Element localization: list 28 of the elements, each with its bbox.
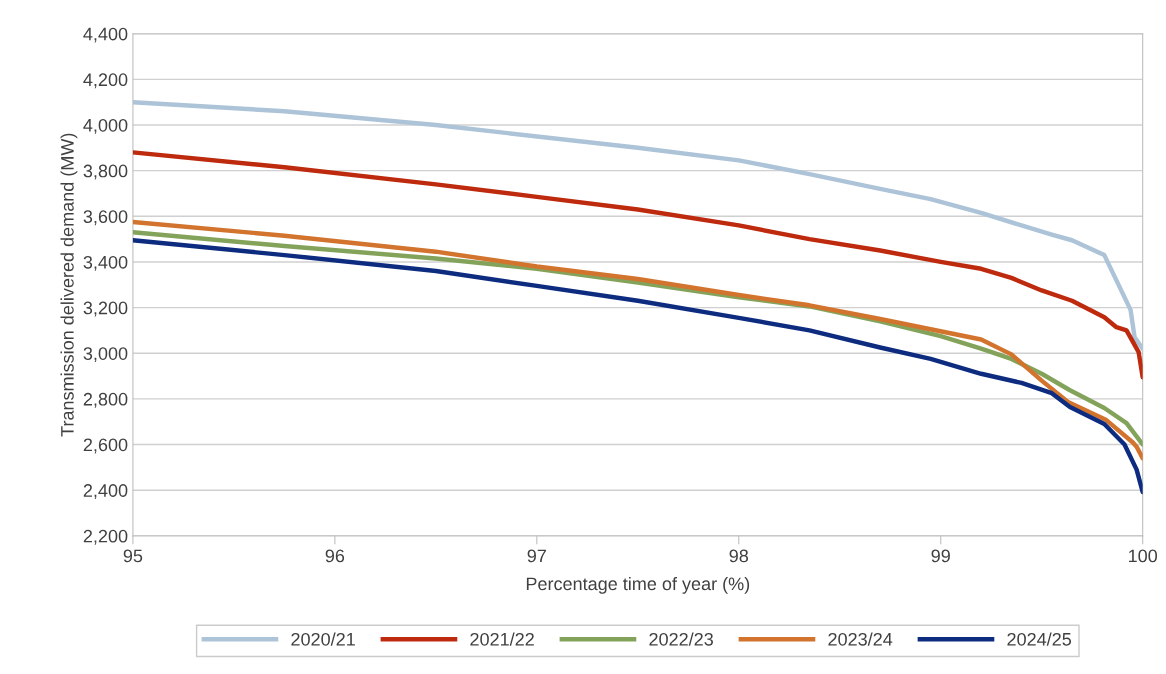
y-tick-label: 4,400 xyxy=(83,27,128,43)
x-tick-label: 95 xyxy=(123,549,143,563)
x-tick-label: 100 xyxy=(1129,549,1158,563)
legend-label: 2021/22 xyxy=(470,632,534,646)
x-tick-label: 98 xyxy=(729,549,749,563)
y-axis-title: Transmission delivered demand (MW) xyxy=(60,133,78,437)
y-tick-label: 3,200 xyxy=(83,301,128,317)
x-tick-label: 99 xyxy=(931,549,950,563)
x-axis-title: Percentage time of year (%) xyxy=(526,576,750,594)
legend-label: 2020/21 xyxy=(291,632,355,646)
legend-label: 2024/25 xyxy=(1007,632,1072,646)
y-tick-label: 3,600 xyxy=(83,210,128,226)
y-tick-label: 3,000 xyxy=(83,347,128,363)
x-tick-label: 97 xyxy=(527,549,546,563)
y-tick-label: 4,000 xyxy=(83,118,128,134)
line-series xyxy=(132,238,1143,495)
y-tick-label: 4,200 xyxy=(83,73,128,89)
legend-label: 2022/23 xyxy=(649,632,713,646)
line-series xyxy=(132,150,1143,380)
y-tick-label: 2,400 xyxy=(83,484,128,500)
y-tick-label: 3,800 xyxy=(83,164,128,180)
y-tick-label: 2,200 xyxy=(83,529,128,545)
y-tick-label: 3,400 xyxy=(83,255,128,271)
x-tick-label: 96 xyxy=(325,549,345,563)
legend-label: 2023/24 xyxy=(828,632,893,646)
y-tick-label: 2,600 xyxy=(83,438,128,454)
line-series xyxy=(132,99,1143,351)
y-tick-label: 2,800 xyxy=(83,392,128,408)
